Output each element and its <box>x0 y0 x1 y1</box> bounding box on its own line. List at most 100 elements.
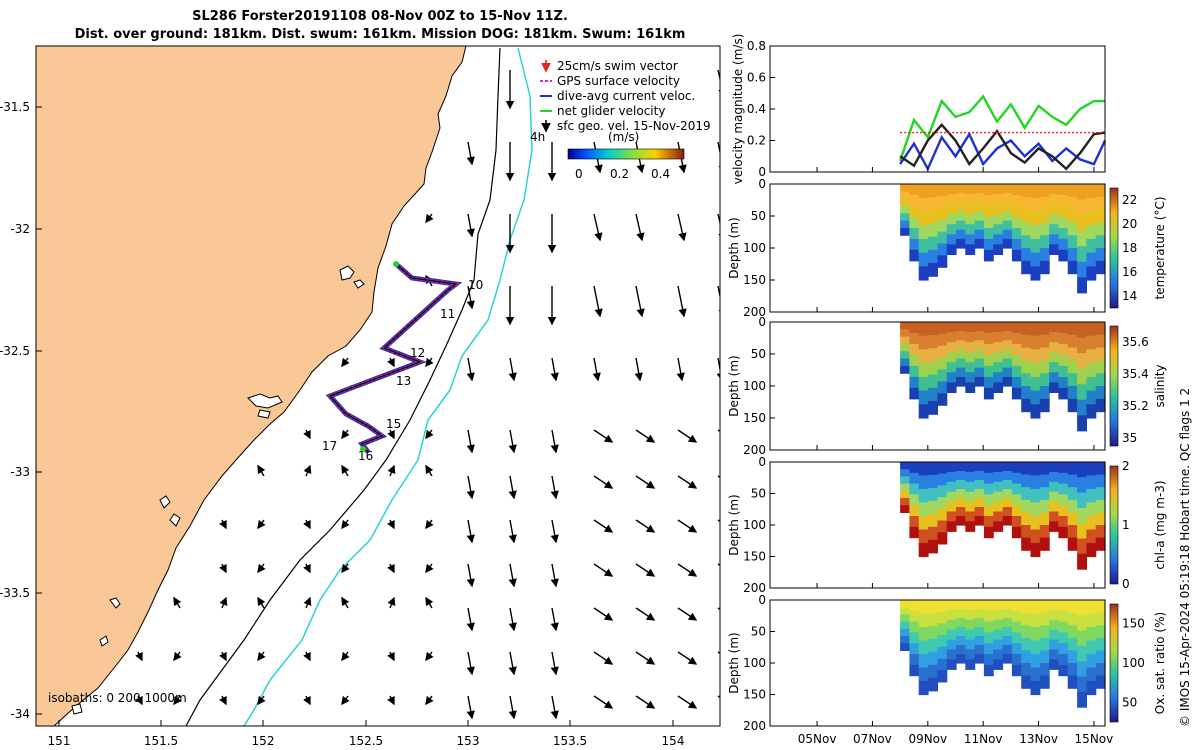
section-cell <box>1086 640 1097 655</box>
section-cell <box>983 205 994 218</box>
section-cell <box>974 609 985 619</box>
section-cell <box>937 243 948 256</box>
section-cell <box>983 333 994 345</box>
section-cell <box>1077 230 1087 247</box>
section-cell <box>1049 194 1059 205</box>
section-cell <box>993 521 1004 532</box>
section-cell <box>1049 639 1059 651</box>
section-cell <box>928 223 938 238</box>
section-cell <box>983 322 994 334</box>
section-cell <box>965 214 976 225</box>
section-cell <box>1021 248 1032 262</box>
surface-vector-arrow <box>425 596 434 609</box>
section-cell <box>956 636 966 646</box>
section-cell <box>993 462 1004 473</box>
section-cell <box>993 214 1004 225</box>
section-cell <box>1021 474 1032 488</box>
land-mass <box>36 46 467 726</box>
section-cell <box>1086 516 1097 531</box>
section-cell <box>909 483 920 495</box>
section-cell <box>1077 661 1087 678</box>
section-cell <box>1058 516 1069 528</box>
section-cell <box>1058 505 1069 517</box>
section-panel-1: 0 50 100 150 200 14 16 18 20 22 temperature (°C) De… <box>727 177 1167 319</box>
section-cell <box>1030 462 1041 477</box>
lat-tick-label: -33 <box>10 465 30 479</box>
section-cell <box>1039 322 1050 336</box>
time-marker: 4h <box>530 130 545 144</box>
section-cell <box>983 376 994 389</box>
section-cell <box>946 511 957 522</box>
section-cell <box>1086 502 1097 517</box>
section-cell <box>1086 211 1097 226</box>
section-cell <box>1039 260 1050 275</box>
section-cell <box>937 532 948 545</box>
section-cell <box>1067 637 1078 651</box>
panel-frame <box>769 599 1106 727</box>
surface-vector-arrow <box>466 475 475 500</box>
section-cell <box>1067 373 1078 387</box>
legend-label: GPS surface velocity <box>557 74 680 88</box>
section-cell <box>1039 474 1050 488</box>
section-cell <box>1058 184 1069 196</box>
surface-vector-arrow <box>508 475 517 500</box>
section-cell <box>918 475 929 490</box>
surface-vector-arrow <box>219 596 228 609</box>
section-cell <box>965 234 976 245</box>
section-cell <box>928 625 938 640</box>
section-cell <box>946 204 957 215</box>
section-cell <box>1039 537 1050 551</box>
section-cell <box>1077 538 1087 555</box>
section-cell <box>993 491 1004 503</box>
section-cell <box>983 462 994 474</box>
surface-vector-arrow <box>635 607 656 621</box>
section-cell <box>1039 512 1050 526</box>
time-tick-label: 11Nov <box>964 732 1003 746</box>
colorbar-tick-1: 0.2 <box>610 167 629 181</box>
section-cell <box>965 224 976 235</box>
day-label: 16 <box>358 449 373 463</box>
section-cell <box>1095 663 1106 677</box>
section-cell <box>918 390 929 405</box>
section-cell <box>928 475 938 489</box>
section-cell <box>937 670 948 683</box>
section-cell <box>937 333 948 347</box>
section-cell <box>1067 499 1078 513</box>
section-cell <box>909 505 920 517</box>
section-cell <box>983 526 994 539</box>
section-cell <box>1039 650 1050 664</box>
section-cell <box>1067 209 1078 223</box>
section-cell <box>983 483 994 495</box>
section-cell <box>1011 516 1022 528</box>
isobath-200m <box>185 47 501 726</box>
section-cell <box>928 500 938 515</box>
surface-vector-arrow <box>341 596 350 609</box>
section-cell <box>974 202 985 212</box>
section-cell <box>1077 277 1087 294</box>
section-cell <box>928 335 938 349</box>
section-cell <box>1067 360 1078 374</box>
y-tick-label: 0.4 <box>747 102 766 116</box>
surface-vector-arrow <box>387 429 395 440</box>
section-cell <box>1086 184 1097 199</box>
section-cell <box>946 342 957 353</box>
section-cell <box>1039 373 1050 387</box>
surface-vector-arrow <box>425 695 434 706</box>
section-cell <box>1030 197 1041 212</box>
surface-vector-arrow <box>635 651 656 665</box>
section-cell <box>1077 246 1087 263</box>
section-cell <box>937 219 948 233</box>
section-cell <box>937 207 948 221</box>
section-cell <box>1049 352 1059 363</box>
section-cell <box>1039 525 1050 539</box>
section-cell <box>1086 667 1097 682</box>
section-cell <box>956 471 966 481</box>
speed-colorbar: (m/s) 0 0.2 0.4 <box>567 130 685 181</box>
colorbar-tick: 2 <box>1122 459 1130 473</box>
panel-ylabel: Depth (m) <box>727 355 741 416</box>
section-cell <box>1011 216 1022 229</box>
surface-vector-arrow <box>635 563 656 577</box>
section-cell <box>1067 650 1078 664</box>
